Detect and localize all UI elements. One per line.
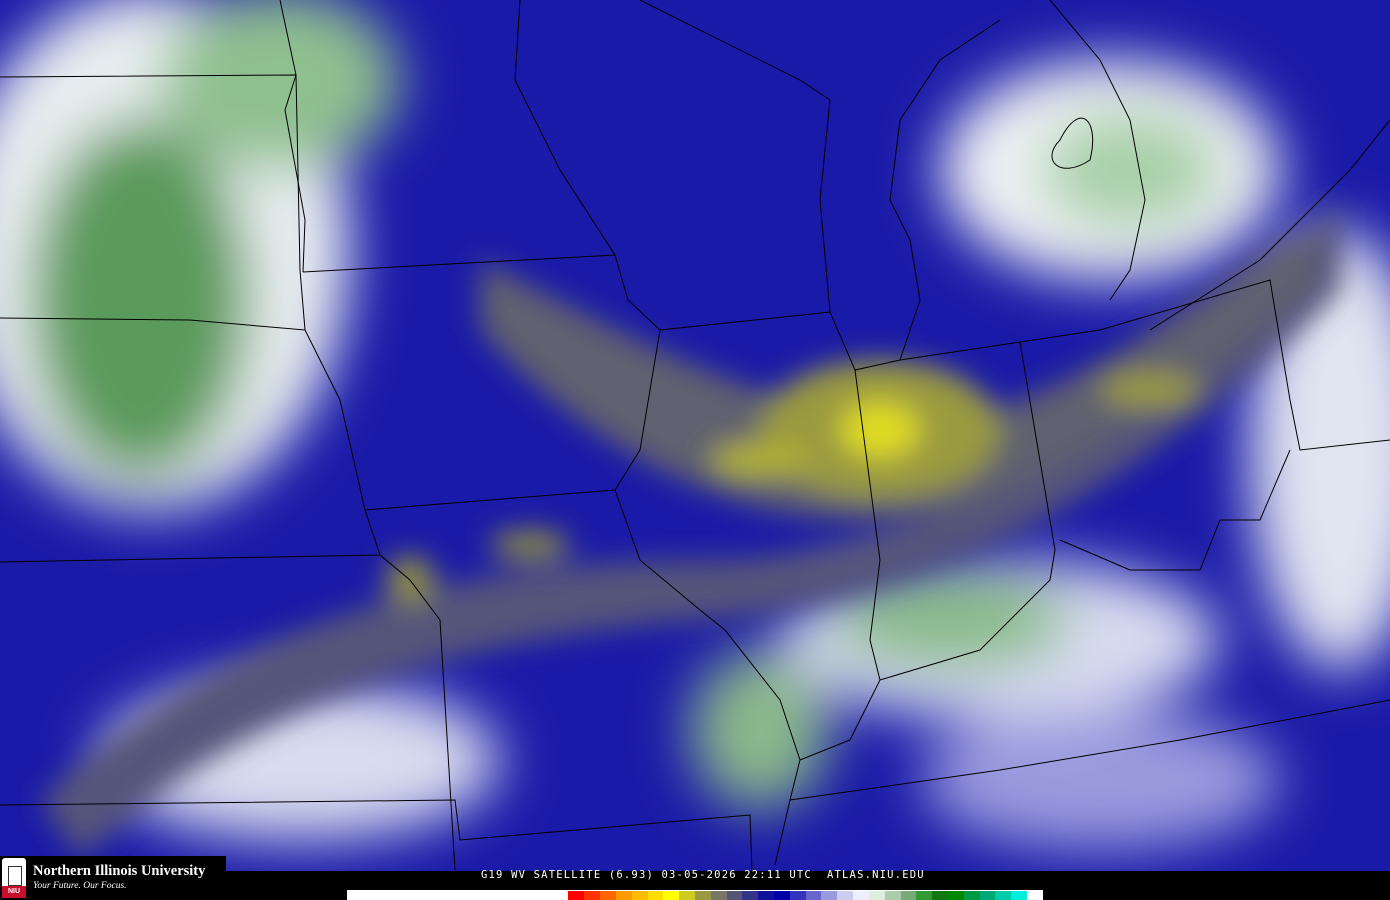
color-scale-swatch	[710, 891, 727, 900]
color-scale-swatch	[679, 891, 695, 900]
color-scale-swatch	[979, 891, 996, 900]
color-scale-swatch	[884, 891, 901, 900]
color-scale-swatch	[789, 891, 806, 900]
niu-logo: NIU Northern Illinois University Your Fu…	[0, 856, 226, 900]
color-scale-swatch	[568, 891, 585, 900]
color-scale-swatch	[805, 891, 822, 900]
color-scale-swatch	[995, 891, 1012, 900]
color-scale-swatch	[347, 891, 569, 900]
color-scale-swatch	[900, 891, 917, 900]
color-scale-swatch	[932, 891, 948, 900]
university-tagline: Your Future. Our Focus.	[33, 881, 127, 891]
cloud-field	[0, 0, 1390, 850]
color-scale-swatch	[694, 891, 711, 900]
color-scale-swatch	[742, 891, 759, 900]
color-scale-swatch	[837, 891, 854, 900]
color-scale-swatch	[631, 891, 648, 900]
color-scale-swatch	[853, 891, 869, 900]
university-name: Northern Illinois University	[33, 863, 206, 879]
color-scale-swatch	[821, 891, 838, 900]
color-scale-swatch	[963, 891, 980, 900]
color-scale-swatch	[647, 891, 664, 900]
water-vapor-satellite-map	[0, 0, 1390, 871]
color-scale-swatch	[663, 891, 680, 900]
color-scale-swatch	[758, 891, 775, 900]
niu-seal-icon: NIU	[2, 858, 26, 898]
color-scale-swatch	[600, 891, 616, 900]
color-scale-swatch	[774, 891, 790, 900]
niu-badge: NIU	[2, 886, 26, 898]
color-scale-bar	[347, 890, 1043, 900]
color-scale-swatch	[584, 891, 601, 900]
color-scale-swatch	[1011, 891, 1028, 900]
color-scale-swatch	[916, 891, 933, 900]
image-caption: G19 WV SATELLITE (6.93) 03-05-2026 22:11…	[481, 869, 925, 881]
color-scale-swatch	[868, 891, 885, 900]
color-scale-swatch	[726, 891, 743, 900]
color-scale-swatch	[1027, 891, 1043, 900]
state-borders	[0, 0, 1390, 871]
dry-slot	[40, 200, 1340, 860]
color-scale-swatch	[615, 891, 632, 900]
color-scale-swatch	[947, 891, 964, 900]
